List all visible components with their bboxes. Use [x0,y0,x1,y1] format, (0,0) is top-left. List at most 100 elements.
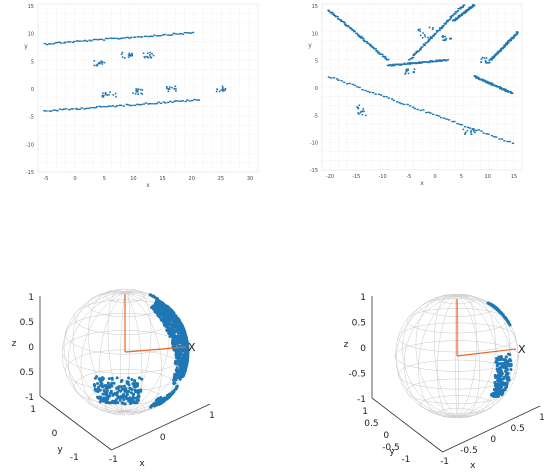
wire-parallel [397,322,517,353]
data-point [458,123,462,126]
data-point [172,311,176,315]
data-point [102,96,105,98]
data-point [102,39,106,41]
data-point [411,106,415,108]
data-point [506,90,509,92]
data-point [185,32,189,34]
data-point [401,63,404,65]
wire-parallel [105,288,145,303]
data-point [52,109,56,111]
y-tick-label: 0 [31,87,34,93]
data-point [390,65,393,67]
data-point [343,21,346,24]
data-point [362,39,366,42]
data-point [393,64,396,67]
data-point [184,100,187,103]
data-point [496,53,499,55]
data-point [136,384,140,388]
data-point [509,359,513,363]
data-point [490,134,494,137]
data-point [171,342,175,346]
data-point [473,128,475,131]
data-point [92,106,95,109]
data-point [396,64,400,66]
data-point [96,395,100,399]
data-point [88,39,91,41]
data-point [104,93,107,96]
data-point [475,129,478,132]
data-point [362,38,365,40]
data-point [466,129,469,132]
data-point [94,107,97,109]
data-point [495,367,499,371]
data-point [156,311,160,315]
data-point [65,108,68,110]
data-point [182,368,186,372]
data-point [440,116,443,119]
x-tick-label: 25 [218,176,224,182]
data-point [173,336,177,340]
data-point [183,332,187,336]
data-point [488,61,491,64]
data-point [149,56,152,59]
y-axis-label: y [24,43,28,50]
data-point [459,8,462,10]
data-point [176,359,180,363]
data-point [106,386,110,390]
data-point [104,401,108,405]
data-point [102,105,106,108]
data-point [176,376,180,380]
data-point [491,304,495,308]
data-point [368,43,371,45]
data-point [422,109,425,111]
z-tick-label: -1 [25,393,34,403]
data-point [413,53,416,55]
data-point [135,90,138,93]
data-point [100,106,103,108]
data-point [416,108,419,111]
data-point [427,111,430,114]
data-point [101,94,104,97]
data-point [456,17,459,19]
wire-meridian [437,295,458,419]
data-point [439,27,442,29]
data-point [329,77,333,79]
data-point [120,37,123,40]
data-point [147,56,149,59]
wire-parallel [437,293,477,304]
data-point [358,113,360,115]
data-point [445,118,448,120]
data-point [140,36,144,38]
data-point [411,56,415,59]
x-direction-marker: X [188,341,196,354]
data-point [472,4,476,7]
data-point [499,87,502,90]
data-point [98,400,102,404]
data-point [175,384,179,388]
data-point [92,382,96,386]
data-point [504,385,508,389]
data-point [508,353,512,357]
data-point [125,397,129,401]
data-point [115,386,119,390]
data-point [497,362,501,366]
data-point [499,378,503,382]
data-point [121,51,124,54]
data-point [102,392,106,396]
data-point [68,108,71,111]
data-point [146,55,149,58]
data-point [116,401,120,405]
x-tick-label: 0 [490,435,496,445]
data-point [216,88,218,91]
data-point [442,24,445,27]
y-tick-label: 0.5 [364,419,378,429]
x-direction-axis [124,346,187,353]
z-tick-label: 1 [360,293,366,303]
wire-meridian [456,295,519,417]
y-tick-label: 5 [31,59,34,65]
data-point [348,26,352,29]
data-point [440,27,443,30]
data-point [93,64,96,67]
data-point [343,81,346,83]
data-point [121,37,124,39]
